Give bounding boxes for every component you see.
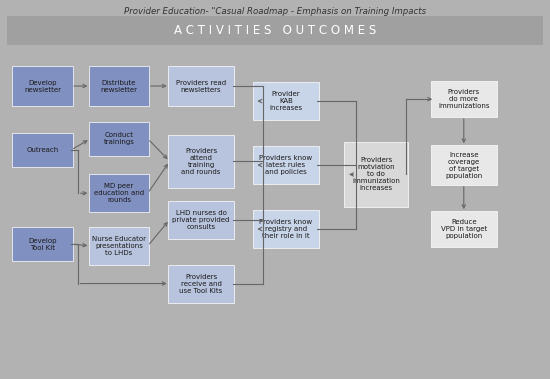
Text: Outreach: Outreach (26, 147, 58, 153)
Text: Develop
newsletter: Develop newsletter (24, 80, 61, 92)
FancyBboxPatch shape (253, 82, 319, 120)
Text: Distribute
newsletter: Distribute newsletter (101, 80, 138, 92)
Text: Provider Education- "Casual Roadmap - Emphasis on Training Impacts: Provider Education- "Casual Roadmap - Em… (124, 7, 426, 16)
Text: Provider
KAB
increases: Provider KAB increases (270, 91, 302, 111)
Text: Providers
motviation
to do
immunization
increases: Providers motviation to do immunization … (353, 157, 400, 191)
Text: Providers read
newsletters: Providers read newsletters (176, 80, 226, 92)
FancyBboxPatch shape (168, 135, 234, 188)
FancyBboxPatch shape (12, 133, 73, 167)
Text: Conduct
trainings: Conduct trainings (103, 132, 135, 145)
Text: LHD nurses do
private provided
consults: LHD nurses do private provided consults (173, 210, 230, 230)
Text: A C T I V I T I E S   O U T C O M E S: A C T I V I T I E S O U T C O M E S (174, 24, 376, 37)
FancyBboxPatch shape (89, 66, 150, 106)
FancyBboxPatch shape (12, 227, 73, 261)
FancyBboxPatch shape (344, 142, 408, 207)
FancyBboxPatch shape (7, 16, 543, 45)
Text: Increase
coverage
of target
population: Increase coverage of target population (445, 152, 482, 179)
FancyBboxPatch shape (168, 265, 234, 302)
Text: MD peer
education and
rounds: MD peer education and rounds (94, 183, 144, 203)
FancyBboxPatch shape (431, 145, 497, 185)
Text: Providers
receive and
use Tool Kits: Providers receive and use Tool Kits (179, 274, 223, 294)
Text: Providers
attend
training
and rounds: Providers attend training and rounds (182, 148, 221, 175)
FancyBboxPatch shape (431, 211, 497, 247)
FancyBboxPatch shape (253, 210, 319, 248)
Text: Providers know
latest rules
and policies: Providers know latest rules and policies (260, 155, 312, 175)
Text: Providers
do more
immunizations: Providers do more immunizations (438, 89, 490, 109)
Text: Reduce
VPD in target
population: Reduce VPD in target population (441, 219, 487, 239)
Text: Providers know
registry and
their role in it: Providers know registry and their role i… (260, 219, 312, 239)
FancyBboxPatch shape (12, 66, 73, 106)
FancyBboxPatch shape (253, 146, 319, 184)
Text: Nurse Educator
presentations
to LHDs: Nurse Educator presentations to LHDs (92, 236, 146, 256)
FancyBboxPatch shape (168, 66, 234, 106)
FancyBboxPatch shape (89, 174, 150, 212)
FancyBboxPatch shape (89, 122, 150, 156)
FancyBboxPatch shape (168, 200, 234, 239)
FancyBboxPatch shape (89, 227, 150, 265)
FancyBboxPatch shape (431, 81, 497, 117)
Text: Develop
Tool Kit: Develop Tool Kit (28, 238, 57, 251)
